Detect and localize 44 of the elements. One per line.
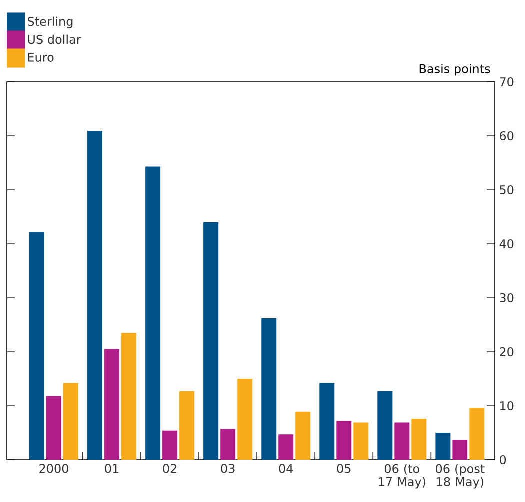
bar: [122, 333, 137, 460]
bar: [412, 418, 427, 460]
bar: [452, 440, 468, 460]
bar: [336, 421, 352, 460]
x-tick-label: 02: [163, 464, 176, 474]
bar: [378, 391, 393, 460]
bar: [146, 166, 161, 460]
legend-label: Sterling: [28, 16, 73, 28]
x-tick-label: 2000: [40, 464, 68, 474]
bar: [394, 422, 410, 460]
y-tick-label: 0: [500, 455, 506, 465]
x-tick-label: 06 (to 17 May): [379, 464, 426, 489]
bar: [104, 349, 120, 460]
bar: [354, 422, 369, 460]
bar: [296, 412, 311, 460]
x-tick-label: 05: [337, 464, 351, 474]
bar: [30, 232, 45, 460]
y-tick-label: 60: [500, 131, 514, 141]
bar: [162, 430, 178, 460]
bar: [320, 383, 335, 460]
bar: [262, 318, 277, 460]
x-tick-label: 04: [279, 464, 294, 474]
bar: [204, 222, 219, 460]
y-axis-title: Basis points: [420, 64, 490, 76]
x-tick-label: 03: [221, 464, 235, 474]
x-tick-label: 06 (post 18 May): [436, 464, 485, 489]
y-tick-label: 50: [500, 185, 514, 195]
legend-label: US dollar: [28, 34, 82, 44]
x-tick-label: 01: [105, 464, 119, 474]
bar: [470, 408, 485, 460]
y-tick-label: 10: [500, 401, 514, 411]
legend-label: Euro: [28, 53, 54, 62]
y-tick-label: 30: [500, 293, 514, 303]
bar: [180, 391, 195, 460]
bar: [88, 131, 103, 460]
bar: [64, 383, 79, 460]
y-tick-label: 70: [500, 77, 514, 87]
bar: [220, 429, 236, 460]
bar: [46, 396, 62, 460]
bar: [436, 432, 451, 460]
bar: [278, 434, 294, 460]
y-tick-label: 40: [500, 239, 514, 249]
y-tick-label: 20: [500, 347, 514, 357]
bar: [238, 378, 253, 460]
